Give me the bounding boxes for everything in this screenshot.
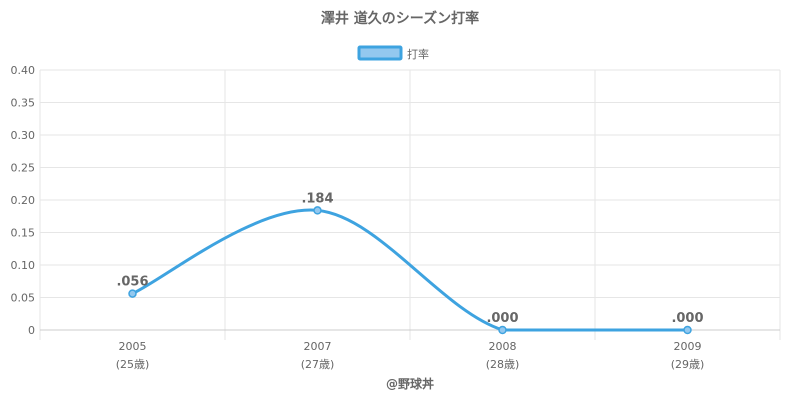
y-tick-label: 0.15 xyxy=(11,227,36,240)
data-label: .184 xyxy=(301,191,333,206)
legend[interactable]: 打率 xyxy=(357,45,429,61)
x-tick-label: 2008 xyxy=(489,340,517,353)
y-tick-label: 0.40 xyxy=(11,64,36,77)
x-tick-sublabel: (29歳) xyxy=(671,358,705,371)
y-tick-label: 0.05 xyxy=(11,292,36,305)
y-tick-label: 0 xyxy=(28,324,35,337)
y-tick-label: 0.25 xyxy=(11,162,36,175)
y-tick-label: 0.10 xyxy=(11,259,36,272)
data-point xyxy=(313,206,322,215)
legend-label: 打率 xyxy=(407,47,429,61)
data-point xyxy=(498,325,507,335)
x-tick-sublabel: (25歳) xyxy=(116,358,150,371)
x-tick-label: 2009 xyxy=(674,340,702,353)
credit-text: @野球丼 xyxy=(386,376,434,391)
y-tick-label: 0.35 xyxy=(11,97,36,110)
x-tick-label: 2007 xyxy=(304,340,332,353)
x-tick-sublabel: (27歳) xyxy=(301,358,335,371)
chart-title: 澤井 道久のシーズン打率 xyxy=(321,10,479,27)
x-tick-label: 2005 xyxy=(119,340,147,353)
series-line-batting-avg xyxy=(131,208,688,332)
data-label: .000 xyxy=(671,311,703,326)
data-point xyxy=(128,289,137,298)
legend-swatch xyxy=(357,45,403,61)
data-label: .000 xyxy=(486,311,518,326)
data-label: .056 xyxy=(116,275,148,290)
y-tick-label: 0.20 xyxy=(11,194,36,207)
x-tick-sublabel: (28歳) xyxy=(486,358,520,371)
data-point xyxy=(683,325,692,335)
y-tick-label: 0.30 xyxy=(11,129,36,142)
